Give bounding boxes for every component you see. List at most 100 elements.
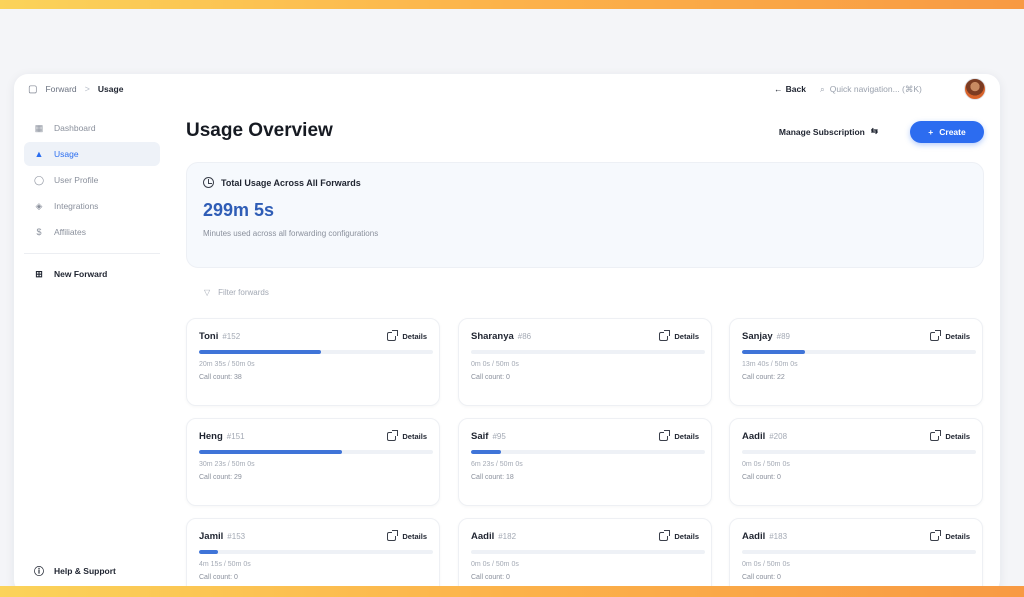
usage-progress-bar <box>471 350 705 354</box>
manage-subscription-button[interactable]: Manage Subscription ⇆ <box>779 126 878 137</box>
call-count: Call count: 0 <box>742 574 781 581</box>
call-count: Call count: 29 <box>199 474 242 481</box>
details-link[interactable]: Details <box>659 430 699 441</box>
usage-text: 20m 35s / 50m 0s <box>199 361 255 368</box>
forward-card[interactable]: Toni #152 Details 20m 35s / 50m 0s Call coun… <box>186 318 440 406</box>
details-label: Details <box>945 432 970 441</box>
forward-card[interactable]: Heng #151 Details 30m 23s / 50m 0s Call coun… <box>186 418 440 506</box>
usage-progress-fill <box>199 350 321 354</box>
usage-progress-fill <box>742 350 806 354</box>
details-link[interactable]: Details <box>659 330 699 341</box>
sidebar-item-integrations[interactable]: ◈ Integrations <box>24 194 160 218</box>
details-label: Details <box>674 432 699 441</box>
sidebar-item-affiliates[interactable]: $ Affiliates <box>24 220 160 244</box>
sidebar-item-label: Integrations <box>54 201 99 211</box>
settings-sliders-icon: ⇆ <box>870 126 878 136</box>
help-icon: ⓘ <box>34 567 44 578</box>
create-button[interactable]: + Create <box>910 121 984 143</box>
sidebar: ▦ Dashboard ▲ Usage ◯ User Profile ◈ Int… <box>14 104 170 594</box>
integrations-icon: ◈ <box>35 200 43 211</box>
forward-card[interactable]: Saif #95 Details 6m 23s / 50m 0s Call count:… <box>458 418 712 506</box>
total-usage-card: Total Usage Across All Forwards 299m 5s … <box>186 162 984 268</box>
usage-text: 6m 23s / 50m 0s <box>471 461 523 468</box>
sidebar-item-usage[interactable]: ▲ Usage <box>24 142 160 166</box>
new-forward-button[interactable]: ⊞ New Forward <box>24 262 160 286</box>
usage-progress-bar <box>471 550 705 554</box>
external-link-icon <box>930 530 942 541</box>
usage-progress-bar <box>199 350 433 354</box>
usage-progress-bar <box>742 450 976 454</box>
quick-navigation-search[interactable]: ⌕ Quick navigation... (⌘K) <box>820 84 950 95</box>
details-label: Details <box>674 532 699 541</box>
call-count: Call count: 38 <box>199 374 242 381</box>
details-link[interactable]: Details <box>930 530 970 541</box>
details-label: Details <box>945 332 970 341</box>
forward-card[interactable]: Jamil #153 Details 4m 15s / 50m 0s Call coun… <box>186 518 440 594</box>
forward-name: Saif <box>471 431 489 442</box>
clock-icon <box>203 177 214 188</box>
app-window: ▢ Forward > Usage ← Back ⌕ Quick navigat… <box>14 74 1000 594</box>
sidebar-item-user-profile[interactable]: ◯ User Profile <box>24 168 160 192</box>
details-link[interactable]: Details <box>659 530 699 541</box>
details-link[interactable]: Details <box>930 330 970 341</box>
forward-card[interactable]: Sanjay #89 Details 13m 40s / 50m 0s Call cou… <box>729 318 983 406</box>
call-count: Call count: 0 <box>471 574 510 581</box>
forward-name: Sanjay <box>742 331 773 342</box>
bottom-gradient-bar <box>0 586 1024 597</box>
forward-card[interactable]: Aadil #183 Details 0m 0s / 50m 0s Call count… <box>729 518 983 594</box>
new-forward-label: New Forward <box>54 269 108 279</box>
breadcrumb-current: Usage <box>97 84 124 94</box>
forward-name: Heng <box>199 431 223 442</box>
details-label: Details <box>674 332 699 341</box>
external-link-icon <box>659 530 671 541</box>
avatar[interactable] <box>964 78 986 100</box>
filter-forwards-input[interactable]: ▽ Filter forwards <box>198 282 336 302</box>
sidebar-toggle-icon[interactable]: ▢ <box>28 83 38 95</box>
forward-card[interactable]: Aadil #182 Details 0m 0s / 50m 0s Call count… <box>458 518 712 594</box>
forward-name: Toni <box>199 331 219 342</box>
forward-id: #95 <box>492 432 506 441</box>
forward-id: #182 <box>498 532 517 541</box>
top-bar: ▢ Forward > Usage ← Back ⌕ Quick navigat… <box>14 74 1000 104</box>
total-usage-caption: Minutes used across all forwarding confi… <box>203 229 379 238</box>
back-button[interactable]: ← Back <box>774 84 806 94</box>
details-link[interactable]: Details <box>387 530 427 541</box>
call-count: Call count: 18 <box>471 474 514 481</box>
usage-progress-bar <box>471 450 705 454</box>
dollar-icon: $ <box>36 227 42 237</box>
sidebar-item-dashboard[interactable]: ▦ Dashboard <box>24 116 160 140</box>
details-link[interactable]: Details <box>930 430 970 441</box>
sidebar-item-label: Affiliates <box>54 227 86 237</box>
external-link-icon <box>659 330 671 341</box>
forward-id: #208 <box>769 432 788 441</box>
call-count: Call count: 0 <box>742 474 781 481</box>
quick-nav-placeholder: Quick navigation... (⌘K) <box>829 83 922 94</box>
external-link-icon <box>659 430 671 441</box>
total-usage-value: 299m 5s <box>203 200 275 220</box>
details-label: Details <box>402 332 427 341</box>
external-link-icon <box>930 430 942 441</box>
help-label: Help & Support <box>54 565 116 576</box>
manage-subscription-label: Manage Subscription <box>778 126 865 137</box>
chart-icon: ▲ <box>34 149 44 159</box>
forward-id: #89 <box>776 332 790 341</box>
details-link[interactable]: Details <box>387 430 427 441</box>
details-link[interactable]: Details <box>387 330 427 341</box>
sidebar-item-label: Dashboard <box>54 123 96 133</box>
sidebar-item-label: User Profile <box>54 175 99 185</box>
breadcrumb-root[interactable]: Forward <box>45 84 77 94</box>
page-title: Usage Overview <box>186 120 333 141</box>
forward-name: Jamil <box>199 531 224 542</box>
details-label: Details <box>945 532 970 541</box>
back-label: Back <box>785 84 806 94</box>
forward-card[interactable]: Sharanya #86 Details 0m 0s / 50m 0s Call cou… <box>458 318 712 406</box>
forward-name: Aadil <box>742 431 766 442</box>
forward-id: #86 <box>517 332 532 341</box>
call-count: Call count: 0 <box>199 574 238 581</box>
usage-progress-bar <box>742 550 976 554</box>
help-support-link[interactable]: ⓘ Help & Support <box>24 563 160 579</box>
usage-text: 13m 40s / 50m 0s <box>742 361 798 368</box>
usage-text: 30m 23s / 50m 0s <box>199 461 255 468</box>
forward-id: #151 <box>226 432 245 441</box>
forward-card[interactable]: Aadil #208 Details 0m 0s / 50m 0s Call count… <box>729 418 983 506</box>
